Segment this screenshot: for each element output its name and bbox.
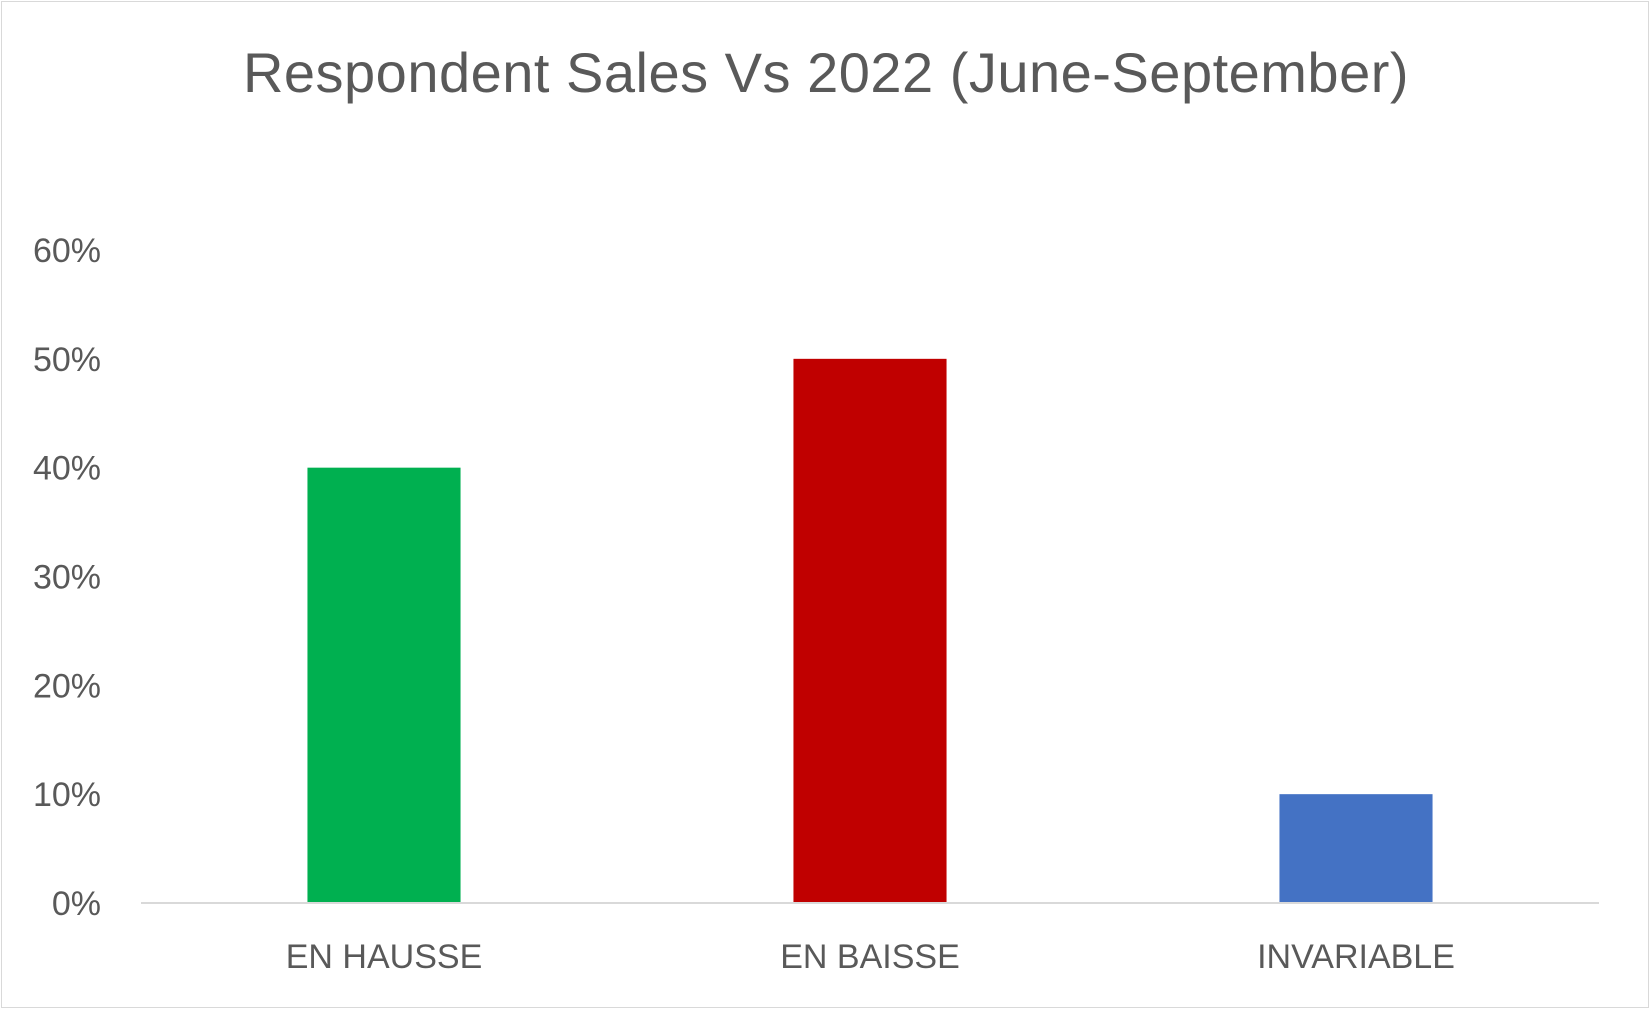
y-tick-label: 30%: [33, 559, 101, 597]
bar-en-baisse: [793, 358, 947, 903]
bars: [307, 358, 1433, 903]
x-axis-category-labels: EN HAUSSE EN BAISSE INVARIABLE: [286, 938, 1455, 976]
y-tick-label: 60%: [33, 232, 101, 270]
x-category-label: INVARIABLE: [1257, 938, 1455, 976]
x-category-label: EN HAUSSE: [286, 938, 483, 976]
y-tick-label: 50%: [33, 341, 101, 379]
y-tick-label: 20%: [33, 667, 101, 705]
bar-en-hausse: [307, 467, 461, 903]
y-axis-tick-labels: 0% 10% 20% 30% 40% 50% 60%: [33, 232, 101, 923]
y-tick-label: 0%: [52, 885, 101, 923]
bar-invariable: [1279, 794, 1433, 903]
y-tick-label: 40%: [33, 450, 101, 488]
chart-title: Respondent Sales Vs 2022 (June-September…: [242, 41, 1410, 104]
x-category-label: EN BAISSE: [780, 938, 960, 976]
y-tick-label: 10%: [33, 776, 101, 814]
